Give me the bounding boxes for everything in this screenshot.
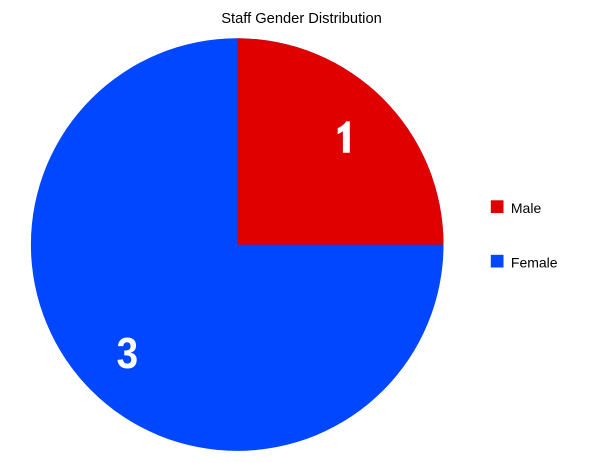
- svg-text:Staff Gender Distribution: Staff Gender Distribution: [221, 11, 382, 27]
- svg-text:3: 3: [117, 329, 138, 378]
- svg-text:Male: Male: [511, 200, 542, 216]
- svg-text:Female: Female: [511, 254, 558, 270]
